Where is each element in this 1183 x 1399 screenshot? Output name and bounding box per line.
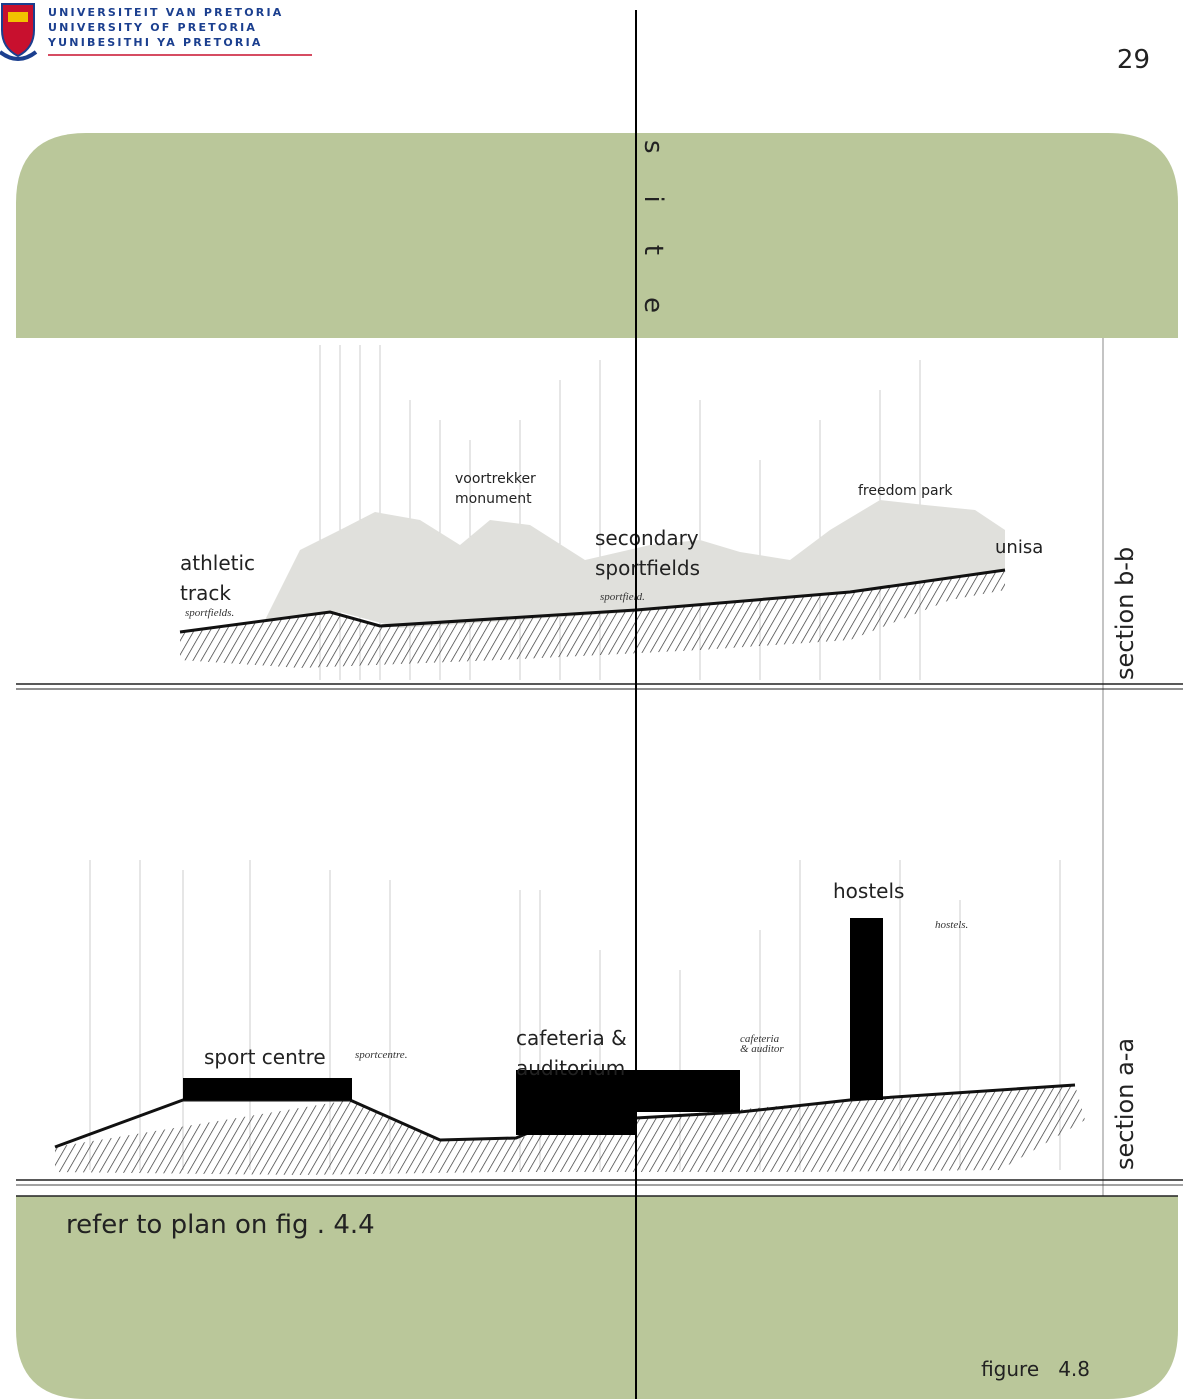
place-label: sportfields <box>595 556 700 580</box>
sketch-note: hostels. <box>935 919 968 931</box>
figure-number: figure 4.8 <box>981 1357 1090 1381</box>
sketch-note: sportfield. <box>600 591 645 603</box>
place-label: hostels <box>833 879 904 903</box>
sketch-note: sportcentre. <box>355 1049 407 1061</box>
university-name: UNIVERSITEIT VAN PRETORIA <box>48 6 283 19</box>
building <box>850 918 883 1100</box>
university-name: UNIVERSITY OF PRETORIA <box>48 21 257 34</box>
place-label: monument <box>455 491 532 507</box>
sketch-note: sportfields. <box>185 607 234 619</box>
top-band <box>16 133 1178 338</box>
ground-line <box>179 568 1006 634</box>
place-label: cafeteria & <box>516 1026 627 1050</box>
place-label: auditorium <box>516 1056 625 1080</box>
place-label: secondary <box>595 526 699 550</box>
vertical-title: site <box>638 140 668 355</box>
bottom-band <box>16 1196 1178 1399</box>
section-label: section b-b <box>1111 547 1139 680</box>
building <box>516 1070 636 1135</box>
university-name: YUNIBESITHI YA PRETORIA <box>47 36 263 49</box>
sketch-note: & auditor <box>740 1043 784 1055</box>
building <box>183 1078 352 1100</box>
place-label: sport centre <box>204 1045 326 1069</box>
place-label: athletic <box>180 551 255 575</box>
place-label: freedom park <box>858 483 953 499</box>
ground-hatch <box>180 570 1005 668</box>
place-label: track <box>180 581 231 605</box>
place-label: voortrekker <box>455 471 536 487</box>
logo <box>0 3 38 61</box>
section-label: section a-a <box>1111 1038 1139 1170</box>
page-number: 29 <box>1117 45 1150 75</box>
reference-note: refer to plan on fig . 4.4 <box>66 1210 375 1240</box>
sketch-note: cafeteria <box>740 1033 780 1045</box>
building <box>636 1070 740 1112</box>
place-label: unisa <box>995 537 1043 558</box>
